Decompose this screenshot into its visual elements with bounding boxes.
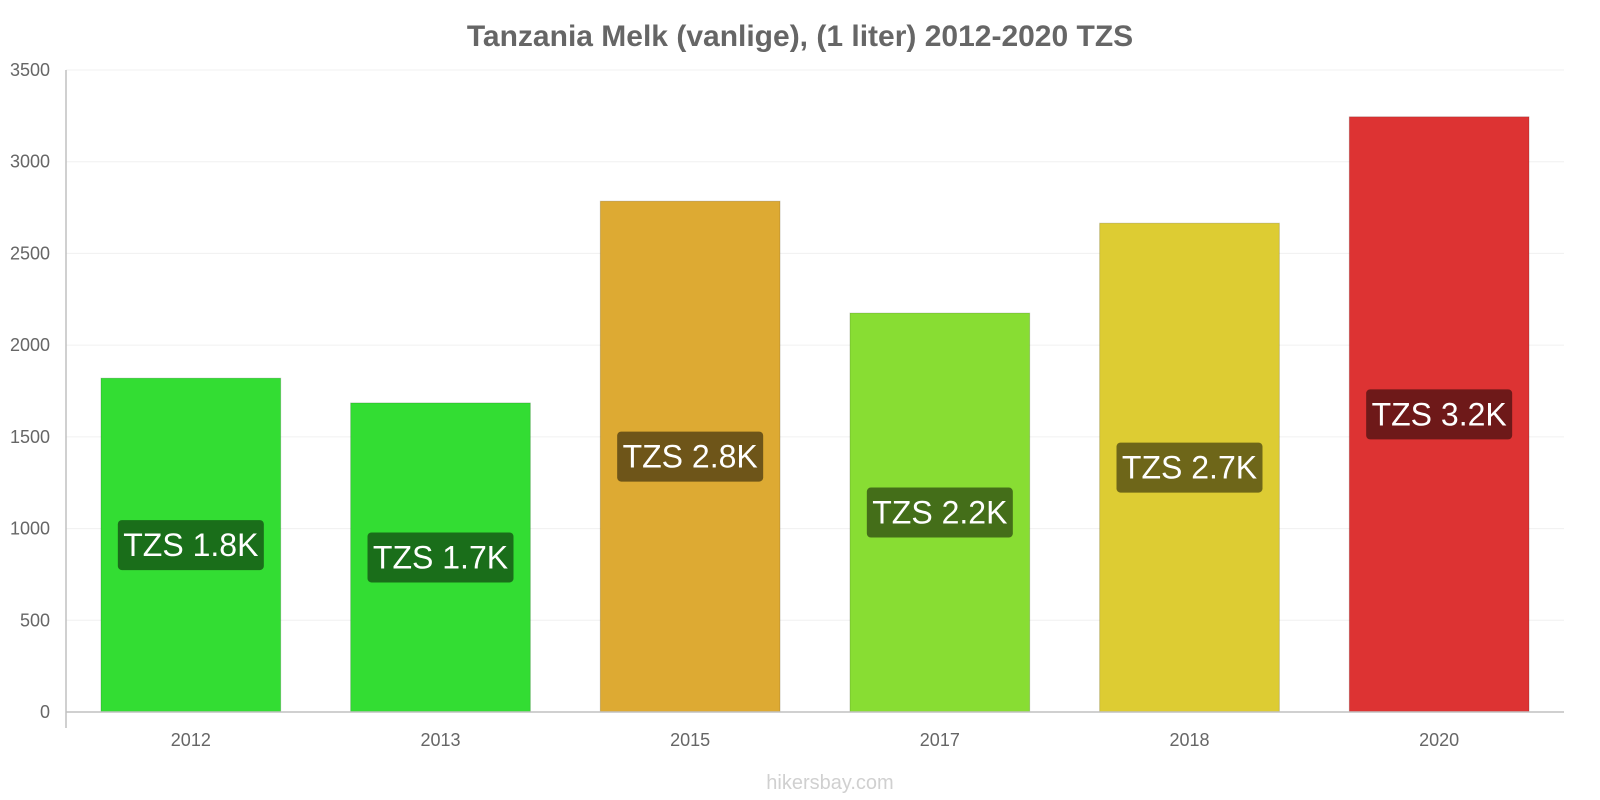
x-tick-label: 2012	[171, 730, 211, 750]
data-labels-group: TZS 1.8K TZS 1.7K TZS 2.8K TZS 2.2K TZS 2.7K…	[117, 389, 1513, 583]
data-label: TZS 2.8K	[617, 431, 764, 482]
y-tick-label: 1500	[10, 427, 50, 447]
chart-title: Tanzania Melk (vanlige), (1 liter) 2012-…	[467, 20, 1133, 53]
y-tick-label: 0	[40, 702, 50, 722]
x-tick-label: 2018	[1169, 730, 1209, 750]
data-label-text: TZS 3.2K	[1372, 396, 1507, 432]
y-tick-label: 500	[20, 610, 50, 630]
y-tick-label: 1000	[10, 519, 50, 539]
data-label-box	[1366, 389, 1513, 440]
data-label-text: TZS 1.8K	[123, 527, 258, 563]
data-label: TZS 2.2K	[866, 487, 1013, 538]
data-label-box	[1116, 442, 1263, 493]
data-label-box	[866, 487, 1013, 538]
data-label-box	[367, 532, 514, 583]
x-tick-label: 2013	[420, 730, 460, 750]
y-tick-label: 3500	[10, 60, 50, 80]
data-label: TZS 1.7K	[367, 532, 514, 583]
y-tick-label: 2500	[10, 243, 50, 263]
x-tick-label: 2017	[920, 730, 960, 750]
data-label-box	[617, 431, 764, 482]
data-label-box	[117, 520, 264, 571]
x-tick-label: 2020	[1419, 730, 1459, 750]
data-label: TZS 2.7K	[1116, 442, 1263, 493]
data-label-text: TZS 2.7K	[1122, 450, 1257, 486]
data-label: TZS 3.2K	[1366, 389, 1513, 440]
x-tick-label: 2015	[670, 730, 710, 750]
bars-group	[100, 116, 1530, 713]
data-label-text: TZS 1.7K	[373, 539, 508, 575]
data-label-text: TZS 2.2K	[872, 495, 1007, 531]
x-axis-ticks: 2012 2013 2015 2017 2018 2020	[171, 730, 1459, 750]
data-label-text: TZS 2.8K	[623, 439, 758, 475]
watermark: hikersbay.com	[766, 772, 893, 794]
y-axis-ticks: 0 500 1000 1500 2000 2500 3000 3500	[10, 60, 50, 722]
data-label: TZS 1.8K	[117, 520, 264, 571]
y-tick-label: 2000	[10, 335, 50, 355]
grid-lines	[66, 69, 1564, 621]
y-tick-label: 3000	[10, 152, 50, 172]
